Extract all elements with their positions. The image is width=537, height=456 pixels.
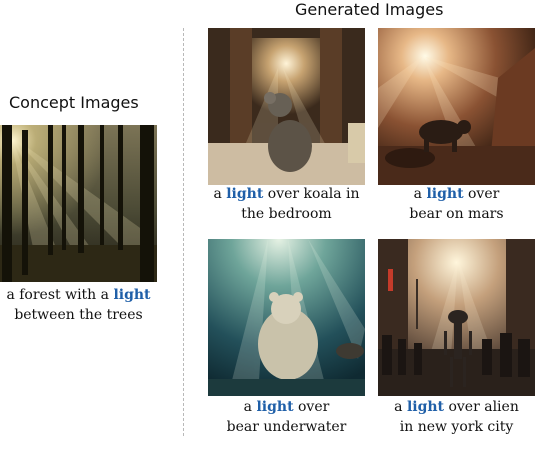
generated-caption-alien: a light over alien in new york city bbox=[394, 399, 519, 435]
concept-forest-image bbox=[0, 125, 157, 282]
highlight-word: light bbox=[256, 399, 294, 415]
generated-alien-nyc-image bbox=[378, 239, 535, 396]
generated-caption-underwater: a light over bear underwater bbox=[226, 399, 347, 435]
generated-koala-image bbox=[208, 28, 365, 185]
highlight-word: light bbox=[426, 186, 464, 202]
concept-caption-line2: between the trees bbox=[14, 307, 143, 323]
highlight-word: light bbox=[226, 186, 264, 202]
concept-caption-line1: a forest with a light bbox=[6, 287, 151, 303]
highlight-word: light bbox=[113, 287, 151, 303]
generated-images-heading: Generated Images bbox=[295, 0, 444, 19]
column-divider bbox=[183, 28, 184, 436]
generated-caption-koala: a light over koala in the bedroom bbox=[213, 186, 360, 222]
generated-caption-mars: a light over bear on mars bbox=[409, 186, 504, 222]
generated-bear-underwater-image bbox=[208, 239, 365, 396]
concept-caption: a forest with a light between the trees bbox=[0, 285, 157, 325]
highlight-word: light bbox=[406, 399, 445, 415]
generated-bear-mars-image bbox=[378, 28, 535, 185]
concept-images-heading: Concept Images bbox=[9, 93, 139, 112]
